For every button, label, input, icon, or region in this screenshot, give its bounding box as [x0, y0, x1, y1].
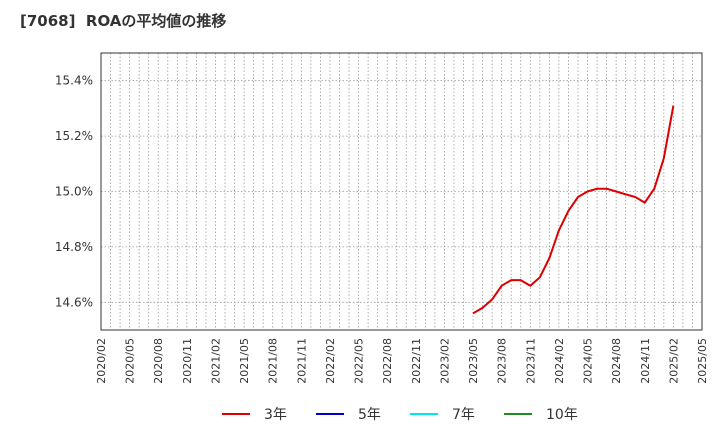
series-line-3年 [472, 105, 675, 315]
x-tick-label: 2023/05 [467, 338, 480, 384]
chart-title: [7068] ROAの平均値の推移 [20, 12, 227, 30]
x-tick-label: 2023/02 [438, 338, 451, 384]
x-tick-label: 2024/05 [582, 338, 595, 384]
plot-area [100, 52, 703, 331]
y-axis-ticks: 14.6% 14.8% 15.0% 15.2% 15.4% [55, 74, 93, 310]
x-tick-label: 2024/02 [553, 338, 566, 384]
legend-label: 3年 [264, 407, 287, 423]
y-tick-label: 15.4% [55, 74, 93, 88]
x-tick-label: 2024/11 [639, 338, 652, 384]
y-tick-label: 14.8% [55, 240, 93, 254]
x-tick-label: 2024/08 [610, 338, 623, 384]
x-tick-label: 2020/08 [152, 338, 165, 384]
x-tick-label: 2021/11 [295, 338, 308, 384]
x-tick-label: 2020/05 [124, 338, 137, 384]
x-tick-label: 2022/11 [410, 338, 423, 384]
x-tick-label: 2023/11 [524, 338, 537, 384]
x-tick-label: 2021/02 [209, 338, 222, 384]
series-lines [472, 105, 675, 315]
legend-label: 5年 [358, 407, 381, 423]
x-tick-label: 2020/02 [95, 338, 108, 384]
y-tick-label: 14.6% [55, 295, 93, 309]
y-tick-label: 15.0% [55, 185, 93, 199]
x-tick-label: 2025/02 [667, 338, 680, 384]
legend: 3年 5年 7年 10年 [222, 407, 578, 423]
x-axis-ticks: 2020/02 2020/05 2020/08 2020/11 2021/02 2021/… [95, 338, 709, 384]
legend-label: 10年 [546, 407, 578, 423]
x-tick-label: 2022/08 [381, 338, 394, 384]
x-tick-label: 2023/08 [496, 338, 509, 384]
x-tick-label: 2022/05 [353, 338, 366, 384]
x-tick-label: 2025/05 [696, 338, 709, 384]
x-tick-label: 2021/08 [267, 338, 280, 384]
x-tick-label: 2020/11 [181, 338, 194, 384]
x-tick-label: 2021/05 [238, 338, 251, 384]
grid-lines [100, 53, 703, 330]
y-tick-label: 15.2% [55, 129, 93, 143]
x-tick-label: 2022/02 [324, 338, 337, 384]
legend-label: 7年 [452, 407, 475, 423]
